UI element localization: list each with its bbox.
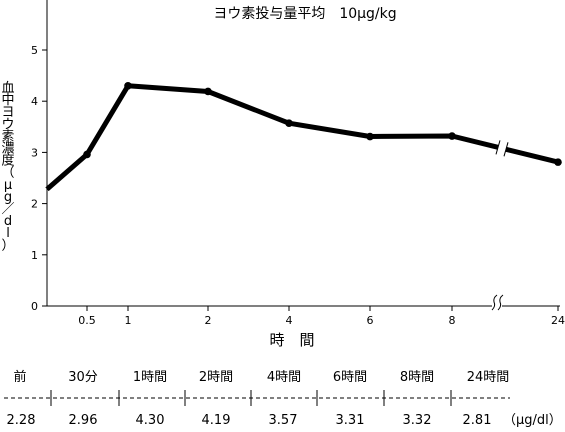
y-axis-label-char: ） (1, 238, 14, 253)
data-point (366, 132, 374, 141)
data-point (285, 119, 293, 128)
y-axis-label-char: 中 (1, 93, 14, 108)
series-line-segment (45, 83, 499, 192)
chart-title: ヨウ素投与量平均 10μg/kg (213, 6, 396, 22)
table-value-cell: 3.32 (403, 413, 432, 428)
y-tick-label: 2 (31, 198, 38, 211)
table-value-cell: 2.81 (463, 413, 492, 428)
table-value-cell: 4.19 (202, 413, 231, 428)
y-axis-label-char: μ (4, 178, 12, 193)
table-value-cell: 2.96 (69, 413, 98, 428)
y-tick-label: 0 (31, 300, 38, 313)
y-axis-label-char: g (4, 190, 12, 205)
y-tick-label: 4 (31, 95, 38, 108)
x-ticks: 0.5 1 2 4 6 8 24 (78, 306, 565, 327)
table-header-cell: 1時間 (133, 370, 167, 385)
table-header-cell: 4時間 (267, 370, 301, 385)
x-tick-label: 2 (205, 314, 212, 327)
table-header-cell: 前 (13, 369, 26, 385)
data-point (554, 158, 562, 166)
axes (46, 0, 560, 311)
x-axis-break-mark (497, 294, 504, 311)
data-table: 前 30分 1時間 2時間 4時間 6時間 8時間 24時間 2.28 2.96 4.30 4.19 3… (4, 369, 562, 428)
y-axis-label-char: 濃 (1, 142, 14, 157)
x-tick-label: 4 (286, 314, 293, 327)
y-axis-label-char: 度 (1, 153, 14, 169)
y-axis-label-char: 素 (1, 129, 14, 144)
y-tick-label: 1 (31, 249, 38, 262)
table-value-cell: 3.31 (336, 413, 365, 428)
series-line-segment (505, 146, 559, 165)
y-axis-label-char: d (4, 214, 12, 229)
x-tick-label: 1 (125, 314, 132, 327)
x-tick-label: 0.5 (78, 314, 96, 327)
table-header-cell: 30分 (68, 370, 98, 385)
y-axis-label-char: ヨ (1, 105, 14, 120)
y-axis-label-char: ウ (1, 117, 14, 132)
y-axis-label-char: 血 (1, 81, 14, 96)
y-axis-label-char: l (6, 226, 10, 241)
y-axis-label-char: （ (1, 166, 14, 181)
y-tick-label: 3 (31, 146, 38, 159)
x-tick-label: 24 (551, 314, 565, 327)
series-line (45, 82, 562, 192)
y-tick-label: 5 (31, 44, 38, 57)
table-value-cell: 4.30 (136, 413, 165, 428)
x-tick-label: 8 (449, 314, 456, 327)
table-header-cell: 6時間 (333, 370, 367, 385)
y-axis-label-char: ／ (1, 202, 14, 217)
line-break-mark (495, 140, 501, 155)
table-value-cell: 2.28 (7, 413, 36, 428)
y-ticks: 0 1 2 3 4 5 (31, 44, 47, 313)
table-header-cell: 24時間 (467, 370, 510, 385)
x-axis-label: 時 間 (269, 331, 314, 349)
line-break-mark (503, 142, 509, 157)
table-unit: （μg/dl） (503, 413, 562, 428)
table-header-cell: 2時間 (199, 370, 233, 385)
table-header-cell: 8時間 (400, 370, 434, 385)
x-tick-label: 6 (367, 314, 374, 327)
data-point (448, 132, 456, 140)
data-point (124, 82, 132, 90)
x-axis-break-mark (491, 294, 498, 311)
data-point (83, 150, 91, 159)
data-point (204, 87, 212, 96)
table-value-cell: 3.57 (269, 413, 298, 428)
